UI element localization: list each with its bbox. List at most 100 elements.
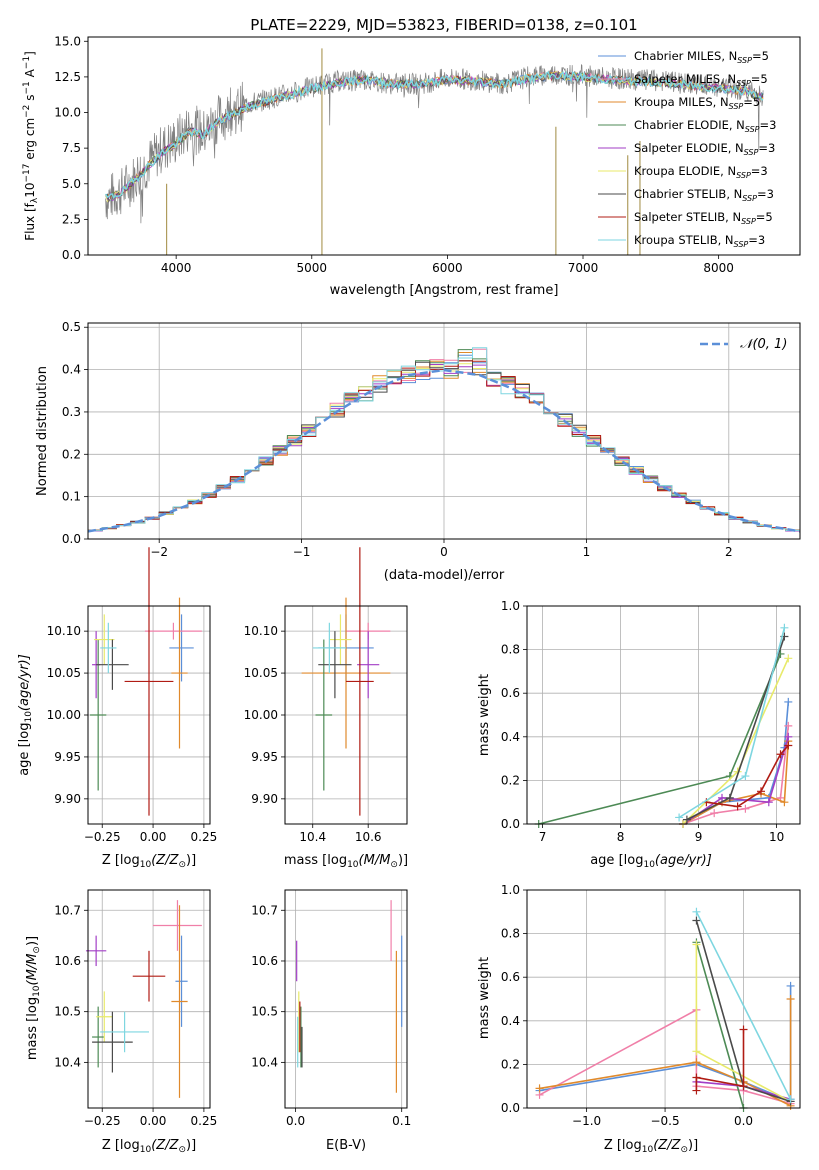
weight-age-ylabel: mass weight — [477, 674, 492, 756]
spectrum-legend-label: Salpeter MILES, NSSP=5 — [634, 72, 768, 88]
mass-z-ytick-label: 10.5 — [54, 1005, 81, 1019]
weight-z-point-marker — [692, 940, 701, 949]
weight-age-xtick-label: 10 — [769, 830, 784, 844]
age-mass-xtick-label: 10.6 — [355, 830, 382, 844]
spectrum-legend-label: Chabrier STELIB, NSSP=3 — [634, 187, 774, 203]
weight-age-point-marker — [675, 813, 684, 822]
weight-age-point-marker — [682, 815, 691, 824]
spectrum-legend-label: Kroupa ELODIE, NSSP=3 — [634, 164, 768, 180]
weight-z-ytick-label: 0.2 — [501, 1057, 520, 1071]
mass-z-ytick-label: 10.7 — [54, 903, 81, 917]
weight-age-series-line — [678, 627, 786, 819]
weight-age-ytick-label: 0.8 — [501, 643, 520, 657]
weight-z-frame — [526, 889, 801, 1109]
weight-age-point-marker — [718, 793, 726, 802]
weight-age-ytick-label: 0.0 — [501, 817, 520, 831]
spectrum-ytick-label: 0.0 — [62, 248, 81, 262]
spectrum-model-line — [104, 70, 764, 200]
mass-ebv-ytick-label: 10.7 — [251, 903, 278, 917]
residuals-ytick-label: 0.3 — [62, 405, 81, 419]
age-mass-ytick-label: 9.95 — [251, 750, 278, 764]
weight-z-point-marker — [692, 907, 701, 916]
weight-age-ytick-label: 0.6 — [501, 686, 520, 700]
weight-age-frame — [526, 605, 801, 825]
residuals-xtick-label: 0 — [440, 545, 448, 559]
age-z-ytick-label: 10.00 — [47, 708, 81, 722]
weight-z-point-marker — [535, 1084, 544, 1093]
residuals-ytick-label: 0.4 — [62, 363, 81, 377]
weight-age-point-marker — [741, 804, 750, 813]
mass-ebv-xtick-label: 0.1 — [392, 1114, 411, 1128]
weight-z-point-marker — [739, 1025, 748, 1034]
weight-z-series-line — [695, 942, 745, 1109]
mass-z-frame — [87, 889, 211, 1109]
residuals-frame — [87, 322, 801, 540]
spectrum-legend-label: Kroupa STELIB, NSSP=3 — [634, 233, 765, 249]
weight-z-xtick-label: 0.0 — [734, 1114, 753, 1128]
weight-z-xtick-label: −1.0 — [572, 1114, 601, 1128]
age-z-frame — [87, 605, 211, 825]
weight-z-point-marker — [692, 1073, 701, 1082]
spectrum-xtick-label: 6000 — [432, 261, 463, 275]
mass-z-xtick-label: −0.25 — [84, 1114, 121, 1128]
weight-z-ytick-label: 1.0 — [501, 883, 520, 897]
spectrum-xtick-label: 5000 — [296, 261, 327, 275]
residuals-ytick-label: 0.0 — [62, 532, 81, 546]
age-mass-ytick-label: 9.90 — [251, 792, 278, 806]
spectrum-ytick-label: 5.0 — [62, 177, 81, 191]
age-z-ytick-label: 9.95 — [54, 750, 81, 764]
weight-z-point-marker — [692, 916, 701, 925]
residuals-ytick-label: 0.1 — [62, 490, 81, 504]
age-mass-ytick-label: 10.10 — [244, 624, 278, 638]
weight-z-point-marker — [692, 1047, 701, 1056]
weight-z-point-marker — [692, 1058, 701, 1067]
weight-z-ytick-label: 0.4 — [501, 1014, 520, 1028]
spectrum-ytick-label: 7.5 — [62, 141, 81, 155]
weight-z-point-marker — [786, 995, 795, 1003]
weight-z-xlabel: Z [log10(Z/Z⊙)] — [604, 1138, 698, 1155]
spectrum-frame — [87, 36, 801, 256]
residuals-xtick-label: 2 — [725, 545, 733, 559]
weight-age-point-marker — [784, 741, 793, 750]
spectrum-data-line — [105, 63, 764, 224]
spectrum-legend-label: Chabrier MILES, NSSP=5 — [634, 49, 769, 65]
weight-z-point-marker — [739, 1082, 748, 1091]
weight-z-point-marker — [786, 1095, 795, 1104]
residuals-gaussian-line — [87, 368, 801, 533]
mass-z-xlabel: Z [log10(Z/Z⊙)] — [102, 1138, 196, 1155]
weight-z-ytick-label: 0.0 — [501, 1101, 520, 1115]
mass-ebv-ytick-label: 10.4 — [251, 1055, 278, 1069]
age-z-ytick-label: 10.05 — [47, 666, 81, 680]
residuals-xtick-label: −1 — [293, 545, 311, 559]
age-z-ytick-label: 9.90 — [54, 792, 81, 806]
mass-ebv-ytick-label: 10.6 — [251, 954, 278, 968]
weight-age-point-marker — [710, 809, 719, 818]
mass-ebv-xtick-label: 0.0 — [286, 1114, 305, 1128]
mass-z-ytick-label: 10.4 — [54, 1055, 81, 1069]
plots-layer: 4000 5000 6000 7000 80000.02.55.07.510.012.5… — [47, 34, 801, 1128]
spectrum-ytick-label: 12.5 — [54, 70, 81, 84]
spectrum-xtick-label: 8000 — [703, 261, 734, 275]
mass-z-ylabel: mass [log10(M/M⊙)] — [25, 936, 42, 1060]
mass-z-xtick-label: 0.00 — [140, 1114, 167, 1128]
weight-z-ytick-label: 0.6 — [501, 970, 520, 984]
age-mass-xlabel: mass [log10(M/M⊙)] — [284, 853, 408, 870]
residuals-ylabel: Normed distribution — [35, 366, 50, 496]
mass-z-xtick-label: 0.25 — [191, 1114, 218, 1128]
residuals-xtick-label: 1 — [583, 545, 591, 559]
weight-age-point-marker — [764, 798, 773, 807]
spectrum-xtick-label: 7000 — [568, 261, 599, 275]
weight-z-point-marker — [692, 1086, 701, 1095]
age-mass-xtick-label: 10.4 — [299, 830, 326, 844]
weight-age-ytick-label: 0.2 — [501, 773, 520, 787]
spectrum-legend-label: Salpeter ELODIE, NSSP=3 — [634, 141, 775, 157]
spectrum-title: PLATE=2229, MJD=53823, FIBERID=0138, z=0… — [250, 16, 637, 34]
weight-age-point-marker — [757, 787, 765, 796]
weight-age-point-marker — [784, 732, 793, 741]
weight-age-xtick-label: 8 — [617, 830, 625, 844]
residuals-legend-label: 𝒩(0, 1) — [740, 337, 787, 352]
age-z-xtick-label: 0.00 — [140, 830, 167, 844]
mass-ebv-ytick-label: 10.5 — [251, 1005, 278, 1019]
residuals-xtick-label: −2 — [150, 545, 168, 559]
weight-z-ytick-label: 0.8 — [501, 927, 520, 941]
